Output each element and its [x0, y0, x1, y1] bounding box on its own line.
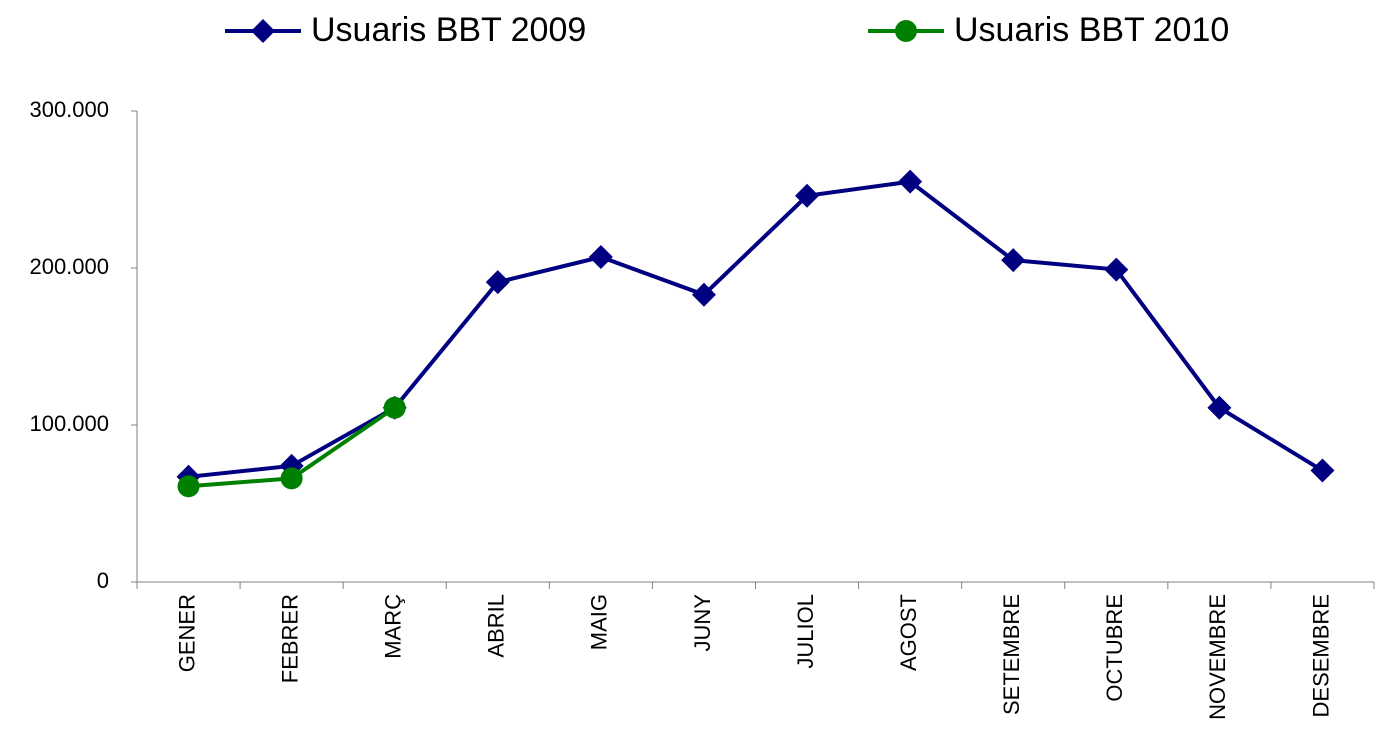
x-tick-label: ABRIL: [484, 594, 509, 658]
point: [691, 282, 716, 307]
point: [251, 19, 275, 43]
point: [795, 183, 820, 208]
point: [898, 169, 923, 194]
x-tick-label: FEBRER: [277, 594, 302, 683]
legend-item: Usuaris BBT 2009: [225, 11, 586, 49]
point: [280, 467, 303, 490]
x-tick-label: AGOST: [896, 594, 921, 671]
x-tick-label: GENER: [174, 594, 199, 672]
point: [895, 20, 917, 42]
x-tick-label: MAIG: [587, 594, 612, 650]
y-tick-label: 300.000: [29, 97, 109, 122]
point: [588, 245, 613, 270]
point: [383, 396, 406, 419]
legend-label: Usuaris BBT 2010: [954, 11, 1229, 49]
x-tick-label: JULIOL: [793, 594, 818, 669]
legend-label: Usuaris BBT 2009: [311, 11, 586, 49]
point: [1207, 395, 1232, 420]
x-tick-label: JUNY: [690, 594, 715, 652]
point: [485, 270, 510, 295]
x-tick-label: NOVEMBRE: [1205, 594, 1230, 720]
point: [1310, 458, 1335, 483]
y-tick-label: 200.000: [29, 254, 109, 279]
point: [1104, 257, 1129, 282]
point: [177, 475, 200, 498]
x-tick-label: OCTUBRE: [1102, 594, 1127, 702]
y-tick-label: 100.000: [29, 411, 109, 436]
y-tick-label: 0: [97, 568, 109, 593]
x-tick-label: MARÇ: [381, 594, 406, 659]
point: [1001, 248, 1026, 273]
x-tick-label: SETEMBRE: [999, 594, 1024, 715]
x-tick-label: DESEMBRE: [1308, 594, 1333, 717]
legend-item: Usuaris BBT 2010: [868, 11, 1229, 49]
